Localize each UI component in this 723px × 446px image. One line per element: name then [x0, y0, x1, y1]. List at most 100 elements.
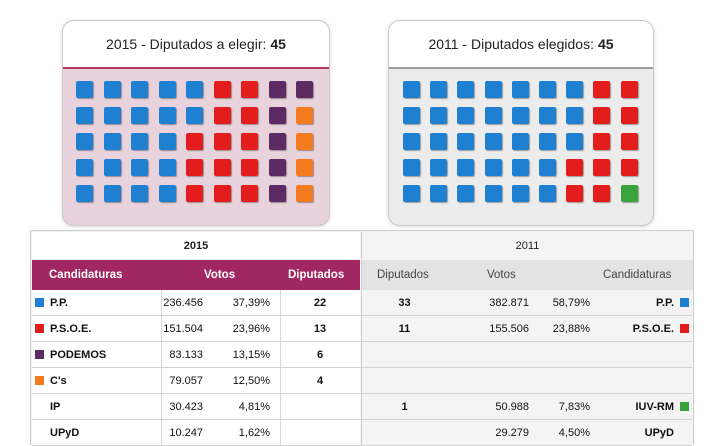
seat-2015-seat: [213, 81, 231, 98]
seat-2015-seat: [296, 81, 313, 98]
row-2015: PODEMOS 83.133 13,15% 6: [32, 342, 360, 367]
seats-card-2015-header: 2015 - Diputados a elegir: 45: [63, 21, 329, 69]
seat-2015-seat: [76, 81, 93, 98]
pct-2015: 37,39%: [232, 296, 270, 309]
party-cell-2011: [674, 368, 689, 393]
seats-2011: 33: [398, 296, 411, 309]
col-header-votos: Votos: [204, 269, 236, 281]
seats-2015: 4: [316, 374, 324, 387]
col-header-candidaturas-2011: Candidaturas: [603, 269, 672, 281]
seat-2011-seat: [566, 81, 584, 98]
seat-2011-seat: [538, 159, 556, 176]
pct-2011: 7,83%: [558, 400, 590, 413]
seat-2015-seat: [268, 159, 286, 176]
seats-2011: 1: [401, 400, 408, 413]
seat-2015-seat: [241, 81, 258, 98]
seat-2015-seat: [241, 185, 258, 202]
seat-2015-seat: [158, 159, 176, 176]
seat-2015-seat: [76, 185, 93, 202]
party-name-2011: P.P.: [656, 296, 674, 309]
pct-2011: 58,79%: [552, 296, 590, 309]
table-row: PODEMOS 83.133 13,15% 6: [32, 342, 693, 368]
seats-2015: [280, 394, 360, 419]
party-color-swatch: [35, 324, 44, 333]
seats-card-2015: 2015 - Diputados a elegir: 45: [62, 20, 330, 226]
table-row: P.P. 236.456 37,39% 22 33 382.871 58,79% P.P.: [32, 290, 693, 316]
seat-2015-seat: [131, 185, 148, 202]
pct-2015: 13,15%: [232, 348, 270, 361]
votes-2011: 29.279: [495, 426, 529, 439]
seat-2011-seat: [511, 159, 529, 176]
party-color-swatch: [35, 402, 44, 411]
party-cell-2011: UPyD: [645, 420, 689, 445]
party-color-swatch: [35, 298, 44, 307]
seat-2011-seat: [511, 133, 529, 150]
seats-2015-total: 45: [270, 36, 286, 52]
party-cell: UPyD: [35, 420, 79, 445]
seat-2011-seat: [403, 107, 420, 124]
seat-2015-seat: [296, 159, 313, 176]
party-name: P.P.: [50, 296, 68, 309]
row-2011: 11 155.506 23,88% P.S.O.E.: [361, 316, 693, 341]
party-name-2011: P.S.O.E.: [632, 322, 674, 335]
votes-2015: 151.504: [163, 322, 203, 335]
seat-2011-seat: [430, 185, 448, 202]
seat-2015-seat: [213, 185, 231, 202]
results-table: 2015 2011 Candidaturas Votos Diputados D…: [30, 230, 694, 446]
seat-2011-seat: [430, 107, 448, 124]
seat-2015-seat: [103, 81, 121, 98]
seat-2011-seat: [593, 185, 611, 202]
seat-2015-seat: [76, 107, 93, 124]
seat-2015-seat: [213, 133, 231, 150]
party-color-swatch-2011: [680, 324, 689, 333]
seat-2015-seat: [186, 81, 203, 98]
seats-2011: 11: [398, 322, 411, 335]
seat-2011-seat: [511, 81, 529, 98]
row-2015: C's 79.057 12,50% 4: [32, 368, 360, 393]
party-color-swatch-2011: [680, 402, 689, 411]
pct-2015: 4,81%: [238, 400, 270, 413]
seat-2015-seat: [131, 107, 148, 124]
seat-2015-seat: [131, 81, 148, 98]
votes-2011: 50.988: [495, 400, 529, 413]
row-2011: 1 50.988 7,83% IUV-RM: [361, 394, 693, 419]
seat-2015-seat: [213, 107, 231, 124]
seat-2011-seat: [566, 107, 584, 124]
seat-2015-seat: [131, 159, 148, 176]
table-header-2015: Candidaturas Votos Diputados: [32, 260, 360, 290]
col-header-votos-2011: Votos: [487, 269, 516, 281]
seats-2015: 22: [313, 296, 327, 309]
col-header-diputados: Diputados: [288, 269, 345, 281]
party-cell: IP: [35, 394, 60, 419]
seat-2011-seat: [566, 133, 584, 150]
pct-2015: 1,62%: [238, 426, 270, 439]
seat-2015-seat: [268, 133, 286, 150]
row-2011: [361, 368, 693, 393]
party-cell: C's: [35, 368, 67, 393]
party-color-swatch-2011: [680, 376, 689, 385]
table-row: IP 30.423 4,81% 1 50.988 7,83% IUV-RM: [32, 394, 693, 420]
party-name: P.S.O.E.: [50, 322, 92, 335]
party-name: IP: [50, 400, 61, 413]
seat-2011-seat: [457, 107, 475, 124]
seat-2015-seat: [131, 133, 148, 150]
seat-2011-seat: [457, 81, 475, 98]
row-2011: [361, 342, 693, 367]
seats-2011: [362, 420, 447, 445]
seat-2011-seat: [430, 133, 448, 150]
seat-2011-seat: [566, 159, 584, 176]
seats-card-2011: 2011 - Diputados elegidos: 45: [388, 20, 654, 226]
seat-2015-seat: [186, 133, 203, 150]
party-cell-2011: P.P.: [656, 290, 689, 315]
seat-2011-seat: [538, 185, 556, 202]
seat-2015-seat: [76, 133, 93, 150]
table-row: C's 79.057 12,50% 4: [32, 368, 693, 394]
seat-2011-seat: [457, 159, 475, 176]
seat-2011-seat: [403, 159, 420, 176]
seat-2015-seat: [268, 107, 286, 124]
seat-2011-seat: [538, 107, 556, 124]
seat-2015-seat: [158, 107, 176, 124]
seat-2011-seat: [566, 185, 584, 202]
party-color-swatch-2011: [680, 350, 689, 359]
seat-2011-seat: [620, 159, 638, 176]
